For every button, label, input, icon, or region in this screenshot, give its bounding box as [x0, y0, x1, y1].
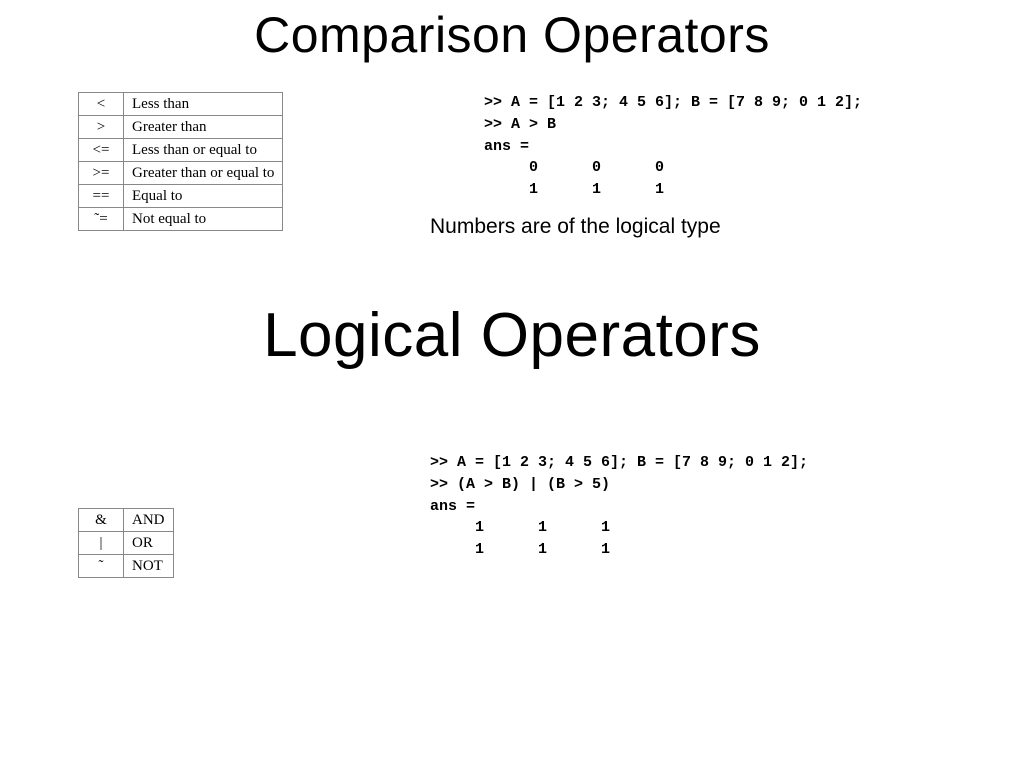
operator-symbol: ˜	[79, 555, 124, 578]
operator-symbol: >	[79, 116, 124, 139]
table-row: <=Less than or equal to	[79, 139, 283, 162]
table-row: &AND	[79, 509, 174, 532]
table-row: ==Equal to	[79, 185, 283, 208]
code-comparison-example: >> A = [1 2 3; 4 5 6]; B = [7 8 9; 0 1 2…	[484, 92, 862, 201]
operator-symbol: ==	[79, 185, 124, 208]
operator-symbol: ˜=	[79, 208, 124, 231]
slide: Comparison Operators <Less than>Greater …	[0, 0, 1024, 768]
title-comparison: Comparison Operators	[0, 6, 1024, 64]
title-logical: Logical Operators	[0, 300, 1024, 371]
operator-symbol: >=	[79, 162, 124, 185]
note-logical-type: Numbers are of the logical type	[430, 215, 721, 239]
operator-description: Less than or equal to	[124, 139, 283, 162]
table-row: ˜NOT	[79, 555, 174, 578]
operator-description: Equal to	[124, 185, 283, 208]
operator-symbol: &	[79, 509, 124, 532]
table-row: >Greater than	[79, 116, 283, 139]
operator-description: Not equal to	[124, 208, 283, 231]
operator-symbol: <=	[79, 139, 124, 162]
table-row: ˜=Not equal to	[79, 208, 283, 231]
table-row: <Less than	[79, 93, 283, 116]
operator-description: NOT	[124, 555, 174, 578]
operator-description: Greater than or equal to	[124, 162, 283, 185]
table-row: |OR	[79, 532, 174, 555]
operator-description: Greater than	[124, 116, 283, 139]
operator-symbol: |	[79, 532, 124, 555]
logical-operators-table: &AND|OR˜NOT	[78, 508, 174, 578]
comparison-operators-table: <Less than>Greater than<=Less than or eq…	[78, 92, 283, 231]
operator-description: AND	[124, 509, 174, 532]
operator-symbol: <	[79, 93, 124, 116]
table-row: >=Greater than or equal to	[79, 162, 283, 185]
operator-description: OR	[124, 532, 174, 555]
operator-description: Less than	[124, 93, 283, 116]
code-logical-example: >> A = [1 2 3; 4 5 6]; B = [7 8 9; 0 1 2…	[430, 452, 808, 561]
